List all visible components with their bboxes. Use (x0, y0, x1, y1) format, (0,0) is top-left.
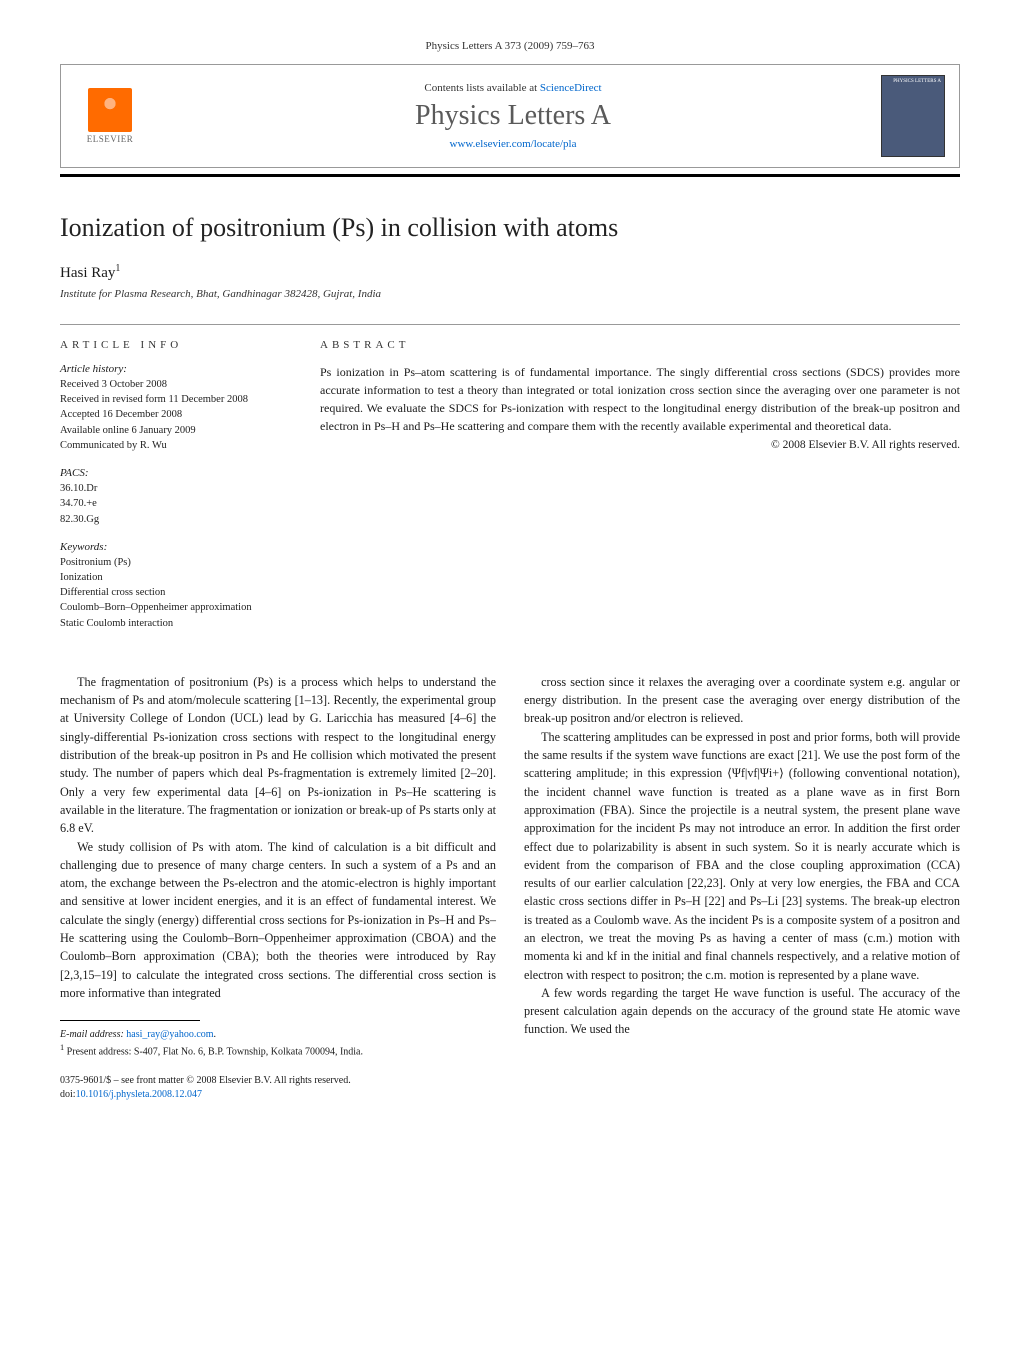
body-columns: The fragmentation of positronium (Ps) is… (60, 673, 960, 1102)
pacs-block: PACS: 36.10.Dr 34.70.+e 82.30.Gg (60, 467, 296, 527)
footer-doi: doi:10.1016/j.physleta.2008.12.047 (60, 1088, 496, 1102)
keywords-label: Keywords: (60, 541, 296, 553)
journal-url: www.elsevier.com/locate/pla (145, 138, 881, 150)
elsevier-logo: ELSEVIER (75, 81, 145, 151)
history-line: Accepted 16 December 2008 (60, 407, 296, 422)
citation-line: Physics Letters A 373 (2009) 759–763 (60, 40, 960, 52)
keyword: Differential cross section (60, 585, 296, 600)
page-container: Physics Letters A 373 (2009) 759–763 ELS… (0, 0, 1020, 1142)
journal-url-link[interactable]: www.elsevier.com/locate/pla (450, 138, 577, 150)
keyword: Coulomb–Born–Oppenheimer approximation (60, 600, 296, 615)
keyword: Ionization (60, 570, 296, 585)
pacs-line: 82.30.Gg (60, 512, 296, 527)
article-info-col: article info Article history: Received 3… (60, 339, 320, 645)
keyword: Static Coulomb interaction (60, 616, 296, 631)
body-p3: cross section since it relaxes the avera… (524, 673, 960, 728)
abstract-copyright: © 2008 Elsevier B.V. All rights reserved… (320, 439, 960, 451)
article-info-heading: article info (60, 339, 296, 351)
header-center: Contents lists available at ScienceDirec… (145, 82, 881, 150)
affiliation: Institute for Plasma Research, Bhat, Gan… (60, 288, 960, 300)
contents-prefix: Contents lists available at (424, 82, 539, 94)
journal-header-box: ELSEVIER Contents lists available at Sci… (60, 64, 960, 168)
abstract-heading: abstract (320, 339, 960, 351)
body-p1: The fragmentation of positronium (Ps) is… (60, 673, 496, 838)
history-block: Article history: Received 3 October 2008… (60, 363, 296, 453)
history-line: Received in revised form 11 December 200… (60, 392, 296, 407)
abstract-col: abstract Ps ionization in Ps–atom scatte… (320, 339, 960, 645)
history-line: Available online 6 January 2009 (60, 423, 296, 438)
journal-name: Physics Letters A (145, 100, 881, 132)
address-footnote: 1 Present address: S-407, Flat No. 6, B.… (60, 1042, 496, 1059)
author-note-marker: 1 (115, 263, 120, 274)
author-name: Hasi Ray (60, 265, 115, 281)
footnotes: E-mail address: hasi_ray@yahoo.com. 1 Pr… (60, 1027, 496, 1059)
doi-link[interactable]: 10.1016/j.physleta.2008.12.047 (76, 1089, 202, 1100)
email-label: E-mail address: (60, 1029, 126, 1040)
abstract-text: Ps ionization in Ps–atom scattering is o… (320, 363, 960, 435)
author-line: Hasi Ray1 (60, 263, 960, 282)
body-p4: The scattering amplitudes can be express… (524, 728, 960, 984)
body-p2: We study collision of Ps with atom. The … (60, 838, 496, 1003)
history-label: Article history: (60, 363, 296, 375)
note1-text: Present address: S-407, Flat No. 6, B.P.… (67, 1047, 363, 1058)
meta-row: article info Article history: Received 3… (60, 324, 960, 645)
keywords-block: Keywords: Positronium (Ps) Ionization Di… (60, 541, 296, 631)
cover-label: PHYSICS LETTERS A (893, 79, 941, 84)
email-link[interactable]: hasi_ray@yahoo.com (126, 1029, 213, 1040)
note-marker: 1 (60, 1043, 64, 1052)
pacs-line: 36.10.Dr (60, 481, 296, 496)
article-title: Ionization of positronium (Ps) in collis… (60, 213, 960, 243)
journal-cover-thumb: PHYSICS LETTERS A (881, 75, 945, 157)
sciencedirect-link[interactable]: ScienceDirect (540, 82, 602, 94)
history-line: Communicated by R. Wu (60, 438, 296, 453)
footer-line1: 0375-9601/$ – see front matter © 2008 El… (60, 1074, 496, 1088)
elsevier-label: ELSEVIER (87, 134, 134, 144)
history-line: Received 3 October 2008 (60, 377, 296, 392)
pacs-label: PACS: (60, 467, 296, 479)
footnote-rule (60, 1020, 200, 1021)
doi-prefix: doi: (60, 1089, 76, 1100)
contents-line: Contents lists available at ScienceDirec… (145, 82, 881, 94)
pacs-line: 34.70.+e (60, 496, 296, 511)
email-footnote: E-mail address: hasi_ray@yahoo.com. (60, 1027, 496, 1042)
keyword: Positronium (Ps) (60, 555, 296, 570)
body-p5: A few words regarding the target He wave… (524, 984, 960, 1039)
footer-bar: 0375-9601/$ – see front matter © 2008 El… (60, 1074, 496, 1102)
header-rule (60, 174, 960, 177)
elsevier-tree-icon (88, 88, 132, 132)
